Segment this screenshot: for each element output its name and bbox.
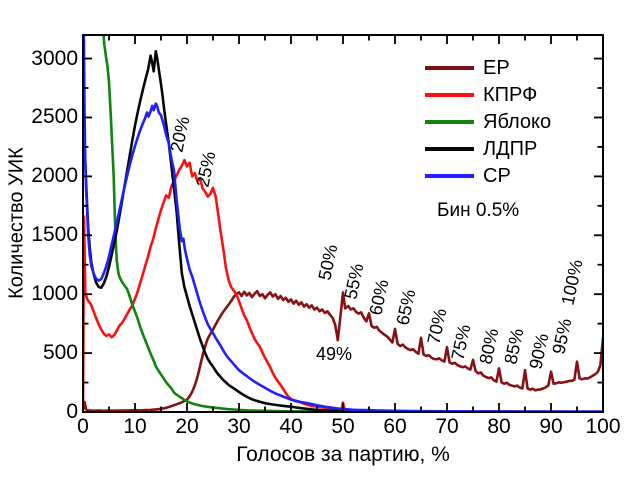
legend-item-0: ЕР	[425, 54, 551, 81]
x-tick-label-20: 20	[175, 415, 199, 438]
legend-item-4: СР	[425, 162, 551, 189]
y-tick-label-2000: 2000	[31, 164, 78, 188]
legend: ЕР КПРФ Яблоко ЛДПР СР	[425, 54, 551, 189]
y-tick-label-1500: 1500	[31, 223, 78, 247]
x-tick-label-40: 40	[279, 415, 303, 438]
y-axis-title: Количество УИК	[5, 147, 28, 299]
x-tick-label-100: 100	[585, 415, 621, 438]
x-tick-label-0: 0	[77, 415, 89, 438]
y-tick-label-1000: 1000	[31, 282, 78, 306]
legend-line-swatch	[425, 92, 474, 97]
legend-item-3: ЛДПР	[425, 135, 551, 162]
series-er-line	[83, 289, 603, 412]
legend-line-swatch	[425, 65, 474, 70]
x-tick-label-10: 10	[123, 415, 147, 438]
legend-item-2: Яблоко	[425, 108, 551, 135]
y-tick-label-0: 0	[66, 400, 78, 423]
series-sr-line	[83, 35, 603, 412]
y-tick-label-3000: 3000	[31, 46, 78, 70]
annotation-49%: 49%	[316, 344, 353, 364]
legend-label: КПРФ	[483, 83, 538, 106]
y-tick-label-500: 500	[42, 341, 78, 365]
legend-label: Яблоко	[483, 110, 552, 133]
legend-label: СР	[483, 164, 511, 187]
y-tick-label-2500: 2500	[31, 105, 78, 129]
series-yabloko-line	[102, 35, 397, 412]
x-axis-title: Голосов за партию, %	[236, 443, 450, 466]
series-ldpr-line	[83, 50, 397, 412]
legend-line-swatch	[425, 173, 474, 178]
legend-line-swatch	[425, 119, 474, 124]
x-tick-label-80: 80	[487, 415, 511, 438]
legend-label: ЕР	[483, 56, 510, 79]
x-tick-label-70: 70	[435, 415, 459, 438]
x-tick-label-90: 90	[539, 415, 563, 438]
bin-size-note: Бин 0.5%	[437, 200, 520, 221]
plot-border	[82, 34, 604, 413]
x-tick-label-30: 30	[227, 415, 251, 438]
legend-line-swatch	[425, 146, 474, 151]
legend-item-1: КПРФ	[425, 81, 551, 108]
x-tick-label-50: 50	[331, 415, 355, 438]
legend-label: ЛДПР	[483, 137, 538, 160]
x-tick-label-60: 60	[383, 415, 407, 438]
